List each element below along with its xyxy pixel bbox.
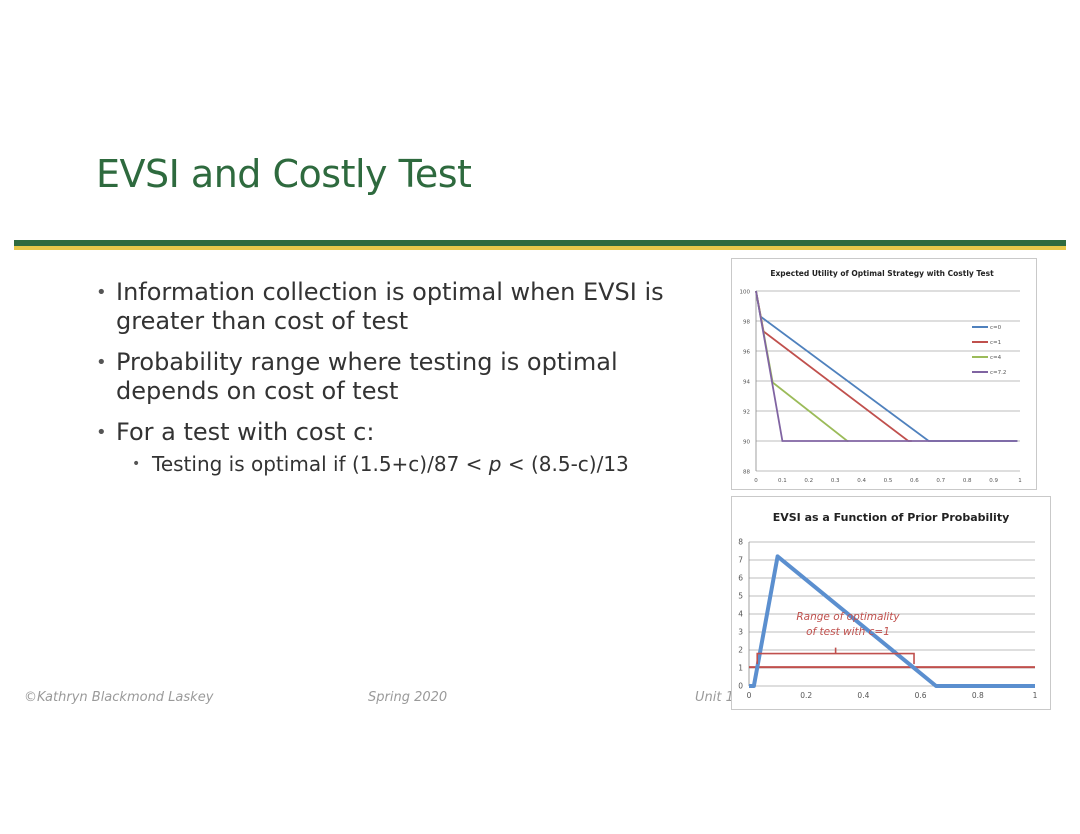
y-tick-label: 1 — [738, 664, 743, 673]
legend-label: c=4 — [990, 355, 1002, 361]
annotation-line-1: Range of optimality — [796, 611, 900, 623]
x-tick-label: 0.2 — [800, 691, 812, 700]
y-tick-label: 96 — [743, 350, 750, 356]
title-rule-yellow — [14, 246, 1066, 250]
sub-bullet-suffix: < (8.5-c)/13 — [501, 452, 629, 476]
y-tick-label: 4 — [738, 610, 743, 619]
chart-title: EVSI as a Function of Prior Probability — [773, 511, 1010, 524]
slide-title: EVSI and Costly Test — [96, 152, 472, 196]
bullet-dot: • — [132, 456, 141, 472]
legend-label: c=1 — [990, 340, 1001, 346]
optimality-bracket — [756, 647, 915, 665]
x-tick-label: 0.7 — [936, 478, 945, 484]
footer-term: Spring 2020 — [368, 690, 448, 705]
sub-bullet-prefix: Testing is optimal if (1.5+c)/87 < — [152, 452, 489, 476]
chart-title: Expected Utility of Optimal Strategy wit… — [770, 269, 994, 278]
y-tick-label: 90 — [743, 440, 750, 446]
y-tick-label: 94 — [743, 380, 750, 386]
x-tick-label: 1 — [1033, 691, 1038, 700]
x-tick-label: 0.8 — [972, 691, 984, 700]
title-rule-green — [14, 240, 1066, 246]
x-tick-label: 0.3 — [831, 478, 840, 484]
evsi-chart-svg: EVSI as a Function of Prior Probability 0… — [738, 511, 1038, 700]
sub-bullet-item: • Testing is optimal if (1.5+c)/87 < p <… — [132, 451, 686, 477]
series-line-c=1 — [755, 290, 912, 442]
bullet-dot: • — [96, 422, 107, 443]
x-tick-label: 0.8 — [963, 478, 972, 484]
y-tick-label: 100 — [740, 290, 751, 296]
bullet-dot: • — [96, 352, 107, 373]
y-tick-label: 2 — [738, 646, 743, 655]
y-tick-label: 5 — [738, 592, 743, 601]
series-line-c=0 — [755, 290, 1018, 442]
x-tick-label: 0.1 — [778, 478, 787, 484]
y-tick-label: 6 — [738, 574, 743, 583]
bullet-dot: • — [96, 282, 107, 303]
y-tick-label: 88 — [743, 470, 750, 476]
expected-utility-chart: Expected Utility of Optimal Strategy wit… — [731, 258, 1037, 490]
bullet-text: Information collection is optimal when E… — [116, 278, 664, 335]
annotation-line-2: of test with c=1 — [806, 626, 890, 638]
y-tick-label: 7 — [738, 556, 743, 565]
sub-bullet-var: p — [488, 452, 502, 476]
bullet-item: • Probability range where testing is opt… — [96, 348, 686, 406]
bullet-item: • For a test with cost c: — [96, 418, 686, 447]
y-tick-label: 92 — [743, 410, 750, 416]
legend-label: c=7.2 — [990, 370, 1006, 376]
x-tick-label: 0.4 — [857, 478, 866, 484]
footer-author: ©Kathryn Blackmond Laskey — [24, 690, 214, 705]
x-tick-label: 0.5 — [884, 478, 893, 484]
bullet-text: Probability range where testing is optim… — [116, 348, 618, 405]
x-tick-label: 0.6 — [915, 691, 927, 700]
x-tick-label: 0.9 — [989, 478, 998, 484]
bullet-list: • Information collection is optimal when… — [96, 278, 686, 477]
x-tick-label: 0.2 — [804, 478, 813, 484]
y-tick-label: 98 — [743, 320, 750, 326]
x-tick-label: 0.6 — [910, 478, 919, 484]
x-tick-label: 0.4 — [857, 691, 869, 700]
footer-unit: Unit 1 — [695, 690, 734, 705]
evsi-chart: EVSI as a Function of Prior Probability 0… — [731, 496, 1051, 710]
y-tick-label: 3 — [738, 628, 743, 637]
bullet-text: For a test with cost c: — [116, 418, 375, 446]
x-tick-label: 0 — [747, 691, 752, 700]
y-tick-label: 8 — [738, 538, 743, 547]
y-tick-label: 0 — [738, 682, 743, 691]
expected-utility-chart-svg: Expected Utility of Optimal Strategy wit… — [740, 269, 1022, 484]
legend-label: c=0 — [990, 325, 1002, 331]
evsi-line — [749, 554, 1035, 688]
x-tick-label: 0 — [754, 478, 758, 484]
series-line-c=7.2 — [755, 290, 1018, 442]
bullet-item: • Information collection is optimal when… — [96, 278, 686, 336]
x-tick-label: 1 — [1018, 478, 1022, 484]
